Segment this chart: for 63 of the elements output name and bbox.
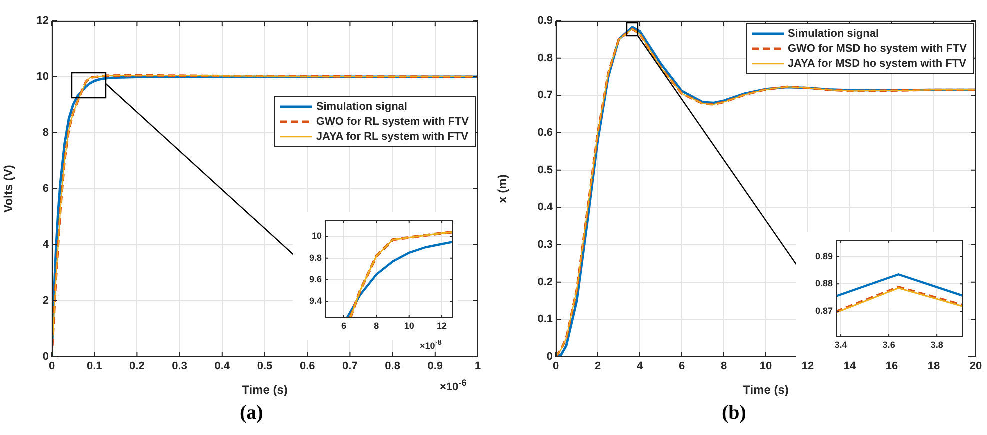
y-tick-label: 0.87 bbox=[815, 306, 833, 316]
x-tick-label: 3.6 bbox=[882, 340, 896, 350]
annotation: ×10$^{-8}$ bbox=[420, 338, 442, 351]
y-tick-label: 8 bbox=[42, 127, 49, 140]
y-tick-label: 0.5 bbox=[538, 164, 553, 176]
legend-label: GWO for RL system with FTV bbox=[316, 116, 469, 128]
x-tick-label: 0.1 bbox=[86, 360, 102, 373]
x-tick-label: 14 bbox=[844, 360, 857, 373]
text: (a) bbox=[240, 402, 264, 425]
y-tick-label: 2 bbox=[42, 295, 49, 308]
x-tick-label: 4 bbox=[636, 360, 644, 373]
y-tick-label: 0.3 bbox=[538, 239, 553, 252]
x-tick-label: 12 bbox=[802, 360, 814, 373]
y-tick-label: 0.4 bbox=[538, 202, 554, 214]
x-axis-title: Time (s) bbox=[242, 383, 288, 398]
text: ×10$^{-6}$ bbox=[440, 378, 467, 394]
x-tick-label: 8 bbox=[374, 320, 380, 331]
y-tick-label: 12 bbox=[36, 15, 49, 28]
x-tick-label: 0.4 bbox=[214, 360, 231, 373]
x-tick-label: 8 bbox=[720, 360, 728, 373]
x-tick-label: 3.4 bbox=[834, 340, 848, 350]
y-tick-label: 0.89 bbox=[815, 251, 833, 262]
x-tick-label: 10 bbox=[760, 360, 772, 373]
y-tick-label: 10 bbox=[36, 71, 49, 84]
y-axis-title: x (m) bbox=[496, 174, 510, 204]
y-tick-label: 0.9 bbox=[538, 15, 553, 28]
y-tick-label: 0 bbox=[546, 351, 553, 364]
legend-label: JAYA for RL system with FTV bbox=[316, 130, 468, 142]
y-tick-label: 9.8 bbox=[309, 252, 322, 263]
x-tick-label: 0.7 bbox=[342, 360, 358, 373]
x-tick-label: 20 bbox=[970, 360, 982, 373]
x-tick-label: 0.8 bbox=[385, 360, 400, 373]
y-tick-label: 4 bbox=[42, 239, 50, 252]
legend-label: Simulation signal bbox=[788, 28, 880, 40]
x-tick-label: 2 bbox=[594, 360, 602, 373]
y-tick-label: 9.4 bbox=[309, 296, 322, 306]
y-axis-title: Volts (V) bbox=[2, 165, 16, 213]
legend-label: GWO for MSD ho system with FTV bbox=[788, 42, 967, 54]
x-tick-label: 0.5 bbox=[257, 360, 273, 373]
x-tick-label: 0.3 bbox=[172, 360, 188, 373]
x-tick-label: 0.9 bbox=[428, 360, 444, 373]
legend-label: Simulation signal bbox=[316, 100, 408, 112]
x-tick-label: 0.2 bbox=[130, 360, 145, 373]
text: (b) bbox=[722, 402, 746, 425]
y-tick-label: 10 bbox=[312, 231, 322, 242]
x-tick-label: 12 bbox=[437, 320, 448, 331]
y-tick-label: 0.7 bbox=[538, 90, 553, 102]
x-tick-label: 10 bbox=[404, 320, 414, 331]
y-tick-label: 0.8 bbox=[538, 52, 553, 64]
y-tick-label: 0 bbox=[42, 351, 49, 364]
y-tick-label: 6 bbox=[42, 183, 49, 196]
legend-label: JAYA for MSD ho system with FTV bbox=[788, 58, 966, 70]
x-tick-label: 6 bbox=[678, 360, 686, 373]
y-tick-label: 9.6 bbox=[309, 274, 322, 285]
x-tick-label: 6 bbox=[341, 320, 346, 331]
y-tick-label: 0.88 bbox=[815, 278, 833, 289]
x-tick-label: 1 bbox=[474, 360, 482, 373]
x-tick-label: 16 bbox=[886, 360, 898, 373]
y-tick-label: 0.6 bbox=[538, 127, 553, 140]
x-tick-label: 3.8 bbox=[930, 340, 944, 350]
x-axis-title: Time (s) bbox=[743, 383, 789, 398]
y-tick-label: 0.2 bbox=[538, 276, 553, 288]
x-tick-label: 18 bbox=[928, 360, 940, 373]
